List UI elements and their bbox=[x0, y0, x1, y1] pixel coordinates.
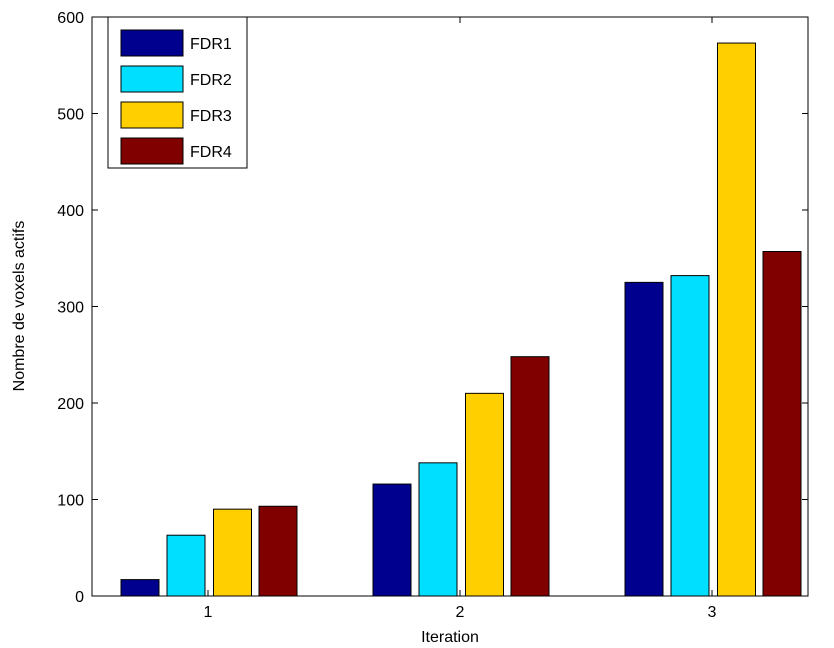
bar-fdr3-iter-1 bbox=[213, 508, 252, 597]
legend-swatch-fdr3 bbox=[120, 101, 184, 129]
bar-fdr1-iter-1 bbox=[120, 579, 160, 597]
x-tick-label: 2 bbox=[456, 604, 465, 621]
legend-label: FDR3 bbox=[190, 108, 232, 125]
y-axis-label: Nombre de voxels actifs bbox=[11, 221, 28, 392]
legend-label: FDR2 bbox=[190, 72, 232, 89]
bar-fdr2-iter-3 bbox=[670, 275, 710, 597]
bar-fdr3-iter-2 bbox=[465, 392, 504, 597]
y-tick-label: 600 bbox=[57, 10, 84, 27]
y-tick-label: 400 bbox=[57, 203, 84, 220]
y-tick-label: 500 bbox=[57, 107, 84, 124]
x-axis-label: Iteration bbox=[421, 629, 479, 646]
bars-group bbox=[120, 42, 802, 597]
y-axis-ticks: 0 100 200 300 400 500 600 bbox=[57, 10, 808, 606]
bar-fdr4-iter-3 bbox=[762, 250, 802, 597]
bar-fdr4-iter-2 bbox=[510, 356, 550, 597]
legend-swatch-fdr2 bbox=[120, 65, 184, 93]
y-tick-label: 0 bbox=[75, 589, 84, 606]
y-tick-label: 200 bbox=[57, 396, 84, 413]
bar-fdr4-iter-1 bbox=[258, 505, 298, 597]
legend-label: FDR4 bbox=[190, 144, 232, 161]
bar-fdr1-iter-3 bbox=[624, 281, 664, 597]
x-tick-label: 1 bbox=[204, 604, 213, 621]
legend-swatch-fdr1 bbox=[120, 29, 184, 57]
bar-fdr2-iter-2 bbox=[418, 462, 458, 597]
bar-fdr3-iter-3 bbox=[717, 42, 756, 597]
legend: FDR1 FDR2 FDR3 FDR4 bbox=[107, 16, 248, 169]
bar-fdr1-iter-2 bbox=[372, 483, 412, 597]
y-tick-label: 100 bbox=[57, 493, 84, 510]
bar-fdr2-iter-1 bbox=[166, 534, 206, 597]
legend-label: FDR1 bbox=[190, 36, 232, 53]
legend-swatch-fdr4 bbox=[120, 137, 184, 165]
x-tick-label: 3 bbox=[708, 604, 717, 621]
y-tick-label: 300 bbox=[57, 300, 84, 317]
